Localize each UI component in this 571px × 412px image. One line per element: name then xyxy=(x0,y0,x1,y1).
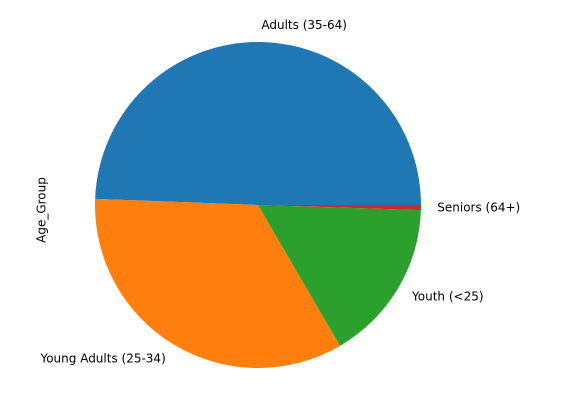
y-axis-label: Age_Group xyxy=(35,177,49,243)
slice-label: Young Adults (25-34) xyxy=(39,351,165,365)
slice-label: Adults (35-64) xyxy=(261,18,347,32)
slice-label: Seniors (64+) xyxy=(437,200,520,214)
slice-label: Youth (<25) xyxy=(411,289,484,303)
pie-slice xyxy=(258,205,421,346)
pie-slice xyxy=(258,205,421,211)
pie-slice xyxy=(95,198,341,368)
pie-slice xyxy=(95,41,421,206)
